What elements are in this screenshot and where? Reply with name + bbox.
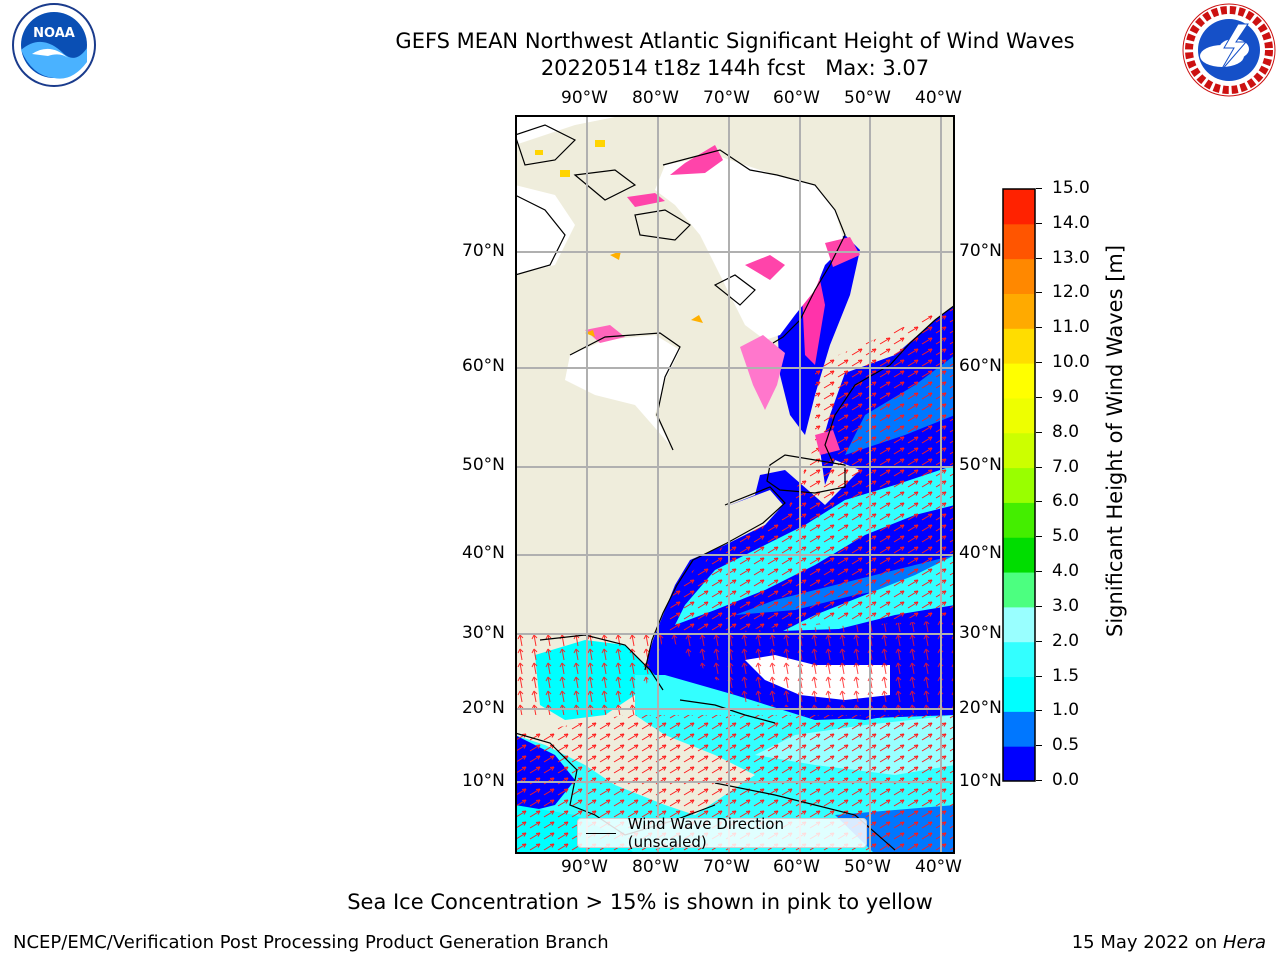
colorbar-tick-mark [1036,501,1042,503]
colorbar-segment [1003,189,1035,225]
colorbar-tick-mark [1036,675,1042,677]
colorbar-segment [1003,746,1035,782]
colorbar-tick-mark [1036,396,1042,398]
colorbar-tick-label: 5.0 [1052,526,1080,547]
colorbar-tick-mark [1036,640,1042,642]
colorbar-segment [1003,328,1035,364]
lon-label-top: 90°W [561,88,608,108]
lon-label-bottom: 50°W [844,857,891,877]
colorbar-tick-label: 11.0 [1052,317,1090,338]
colorbar-tick-label: 7.0 [1052,456,1080,477]
map-legend: Wind Wave Direction (unscaled) [577,815,867,851]
colorbar-segment [1003,258,1035,294]
colorbar-tick-label: 1.0 [1052,700,1080,721]
lat-label-left: 10°N [462,771,505,791]
colorbar-tick-mark [1036,222,1042,224]
colorbar-segment [1003,711,1035,747]
lon-label-top: 70°W [703,88,750,108]
colorbar-segment [1003,537,1035,573]
colorbar-tick-label: 0.0 [1052,770,1080,790]
map-panel [515,115,955,854]
noaa-logo: NOAA [12,3,96,87]
colorbar-segment [1003,572,1035,608]
colorbar-tick-label: 14.0 [1052,212,1090,233]
lat-label-right: 20°N [959,698,1002,718]
colorbar-segment [1003,467,1035,503]
colorbar-tick-mark [1036,605,1042,607]
lon-label-top: 50°W [844,88,891,108]
colorbar-segment [1003,293,1035,329]
footer-date: 15 May 2022 on Hera [1072,932,1266,953]
colorbar [1002,188,1036,782]
lat-label-right: 60°N [959,356,1002,376]
lat-label-right: 10°N [959,771,1002,791]
lon-label-bottom: 60°W [773,857,820,877]
footer-date-text: 15 May 2022 on [1071,932,1223,953]
title-line-2: 20220514 t18z 144h fcst Max: 3.07 [540,56,930,80]
colorbar-segment [1003,363,1035,399]
footer-credit: NCEP/EMC/Verification Post Processing Pr… [13,932,609,953]
legend-line [586,832,616,834]
colorbar-tick-mark [1036,466,1042,468]
colorbar-segment [1003,606,1035,643]
colorbar-tick-mark [1036,257,1042,259]
colorbar-tick-label: 2.0 [1052,630,1080,651]
colorbar-segment [1003,223,1035,260]
colorbar-tick-label: 13.0 [1052,247,1090,268]
lon-label-top: 60°W [773,88,820,108]
lon-label-bottom: 40°W [915,857,962,877]
lat-label-right: 40°N [959,543,1002,563]
lat-label-left: 20°N [462,698,505,718]
colorbar-tick-mark [1036,292,1042,294]
colorbar-tick-label: 6.0 [1052,491,1080,512]
colorbar-label: Significant Height of Wind Waves [m] [1103,244,1127,637]
colorbar-tick-label: 0.5 [1052,735,1080,756]
lon-label-bottom: 80°W [632,857,679,877]
sea-ice-caption: Sea Ice Concentration > 15% is shown in … [347,890,933,914]
colorbar-tick-mark [1036,571,1042,573]
colorbar-tick-label: 8.0 [1052,421,1080,442]
colorbar-tick-mark [1036,745,1042,747]
graticule [515,115,955,854]
colorbar-tick-mark [1036,327,1042,329]
lat-label-right: 70°N [959,241,1002,261]
colorbar-tick-mark [1036,536,1042,538]
title-line-1: GEFS MEAN Northwest Atlantic Significant… [395,29,1075,53]
colorbar-tick-mark [1036,710,1042,712]
lat-label-left: 60°N [462,356,505,376]
legend-label: Wind Wave Direction (unscaled) [627,815,784,851]
footer-machine: Hera [1222,932,1266,953]
map-frame [515,115,955,854]
chart-title: GEFS MEAN Northwest Atlantic Significant… [0,28,1280,82]
colorbar-tick-mark [1036,188,1042,189]
colorbar-segment [1003,502,1035,538]
lat-label-left: 70°N [462,241,505,261]
colorbar-tick-label: 15.0 [1052,178,1090,198]
lon-label-top: 40°W [915,88,962,108]
noaa-logo-text: NOAA [33,26,75,41]
colorbar-tick-label: 4.0 [1052,561,1080,582]
colorbar-tick-label: 10.0 [1052,352,1090,373]
colorbar-segment [1003,432,1035,469]
colorbar-tick-label: 3.0 [1052,595,1080,616]
colorbar-tick-mark [1036,431,1042,433]
lon-label-bottom: 90°W [561,857,608,877]
colorbar-segment [1003,676,1035,712]
lat-label-left: 50°N [462,455,505,475]
lon-label-bottom: 70°W [703,857,750,877]
lat-label-right: 30°N [959,623,1002,643]
colorbar-tick-mark [1036,780,1042,781]
colorbar-tick-label: 1.5 [1052,665,1080,686]
colorbar-segment [1003,641,1035,678]
colorbar-tick-label: 9.0 [1052,386,1080,407]
lat-label-left: 40°N [462,543,505,563]
lat-label-right: 50°N [959,455,1002,475]
nws-logo [1182,3,1276,97]
colorbar-segment [1003,397,1035,434]
lat-label-left: 30°N [462,623,505,643]
colorbar-tick-label: 12.0 [1052,282,1090,303]
colorbar-tick-mark [1036,362,1042,364]
lon-label-top: 80°W [632,88,679,108]
